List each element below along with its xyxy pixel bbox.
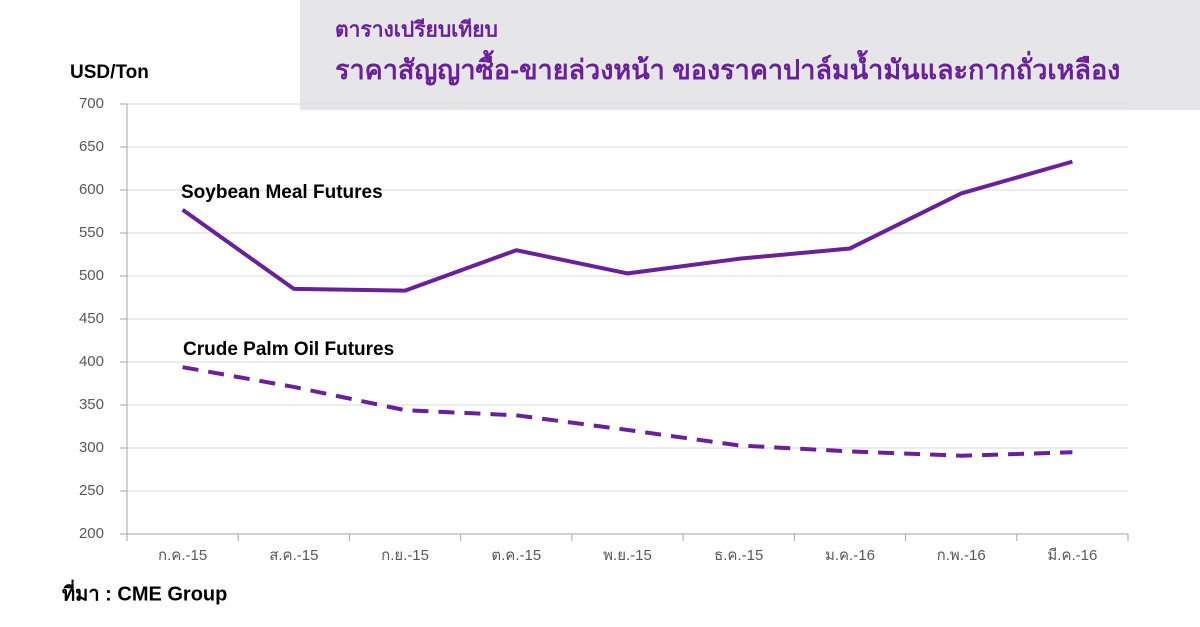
x-tick-label: ก.ย.-15 <box>381 547 429 564</box>
x-tick-label: ม.ค.-16 <box>825 547 875 564</box>
source-note: ที่มา : CME Group <box>62 578 227 605</box>
x-tick-label: ก.ค.-15 <box>158 547 207 564</box>
x-tick-label: มี.ค.-16 <box>1047 547 1097 564</box>
y-tick-label: 600 <box>79 181 104 198</box>
y-tick-label: 450 <box>79 310 104 327</box>
chart-title: ราคาสัญญาซื้อ-ขายล่วงหน้า ของราคาปาล์มน้… <box>335 49 1120 86</box>
series-line <box>181 159 1073 293</box>
y-tick-label: 550 <box>79 224 104 241</box>
y-tick-label: 400 <box>79 353 104 370</box>
y-tick-label: 500 <box>79 267 104 284</box>
x-tick-label: พ.ย.-15 <box>603 547 652 564</box>
chart-subtitle: ตารางเปรียบเทียบ <box>335 18 498 42</box>
y-tick-label: 250 <box>79 482 104 499</box>
y-tick-label: 350 <box>79 396 104 413</box>
y-tick-label: 650 <box>79 138 104 155</box>
x-tick-label: ธ.ค.-15 <box>714 547 763 564</box>
y-axis-label: USD/Ton <box>70 62 149 83</box>
y-tick-label: 300 <box>79 439 104 456</box>
series-label: Soybean Meal Futures <box>181 182 383 203</box>
y-tick-label: 200 <box>79 525 104 542</box>
x-tick-label: ส.ค.-15 <box>269 547 318 564</box>
x-tick-label: ต.ค.-15 <box>491 547 541 564</box>
x-tick-label: ก.พ.-16 <box>937 547 986 564</box>
series-label: Crude Palm Oil Futures <box>183 339 394 360</box>
title-box <box>300 0 1200 110</box>
y-tick-label: 700 <box>79 95 104 112</box>
series-line <box>182 365 1073 458</box>
